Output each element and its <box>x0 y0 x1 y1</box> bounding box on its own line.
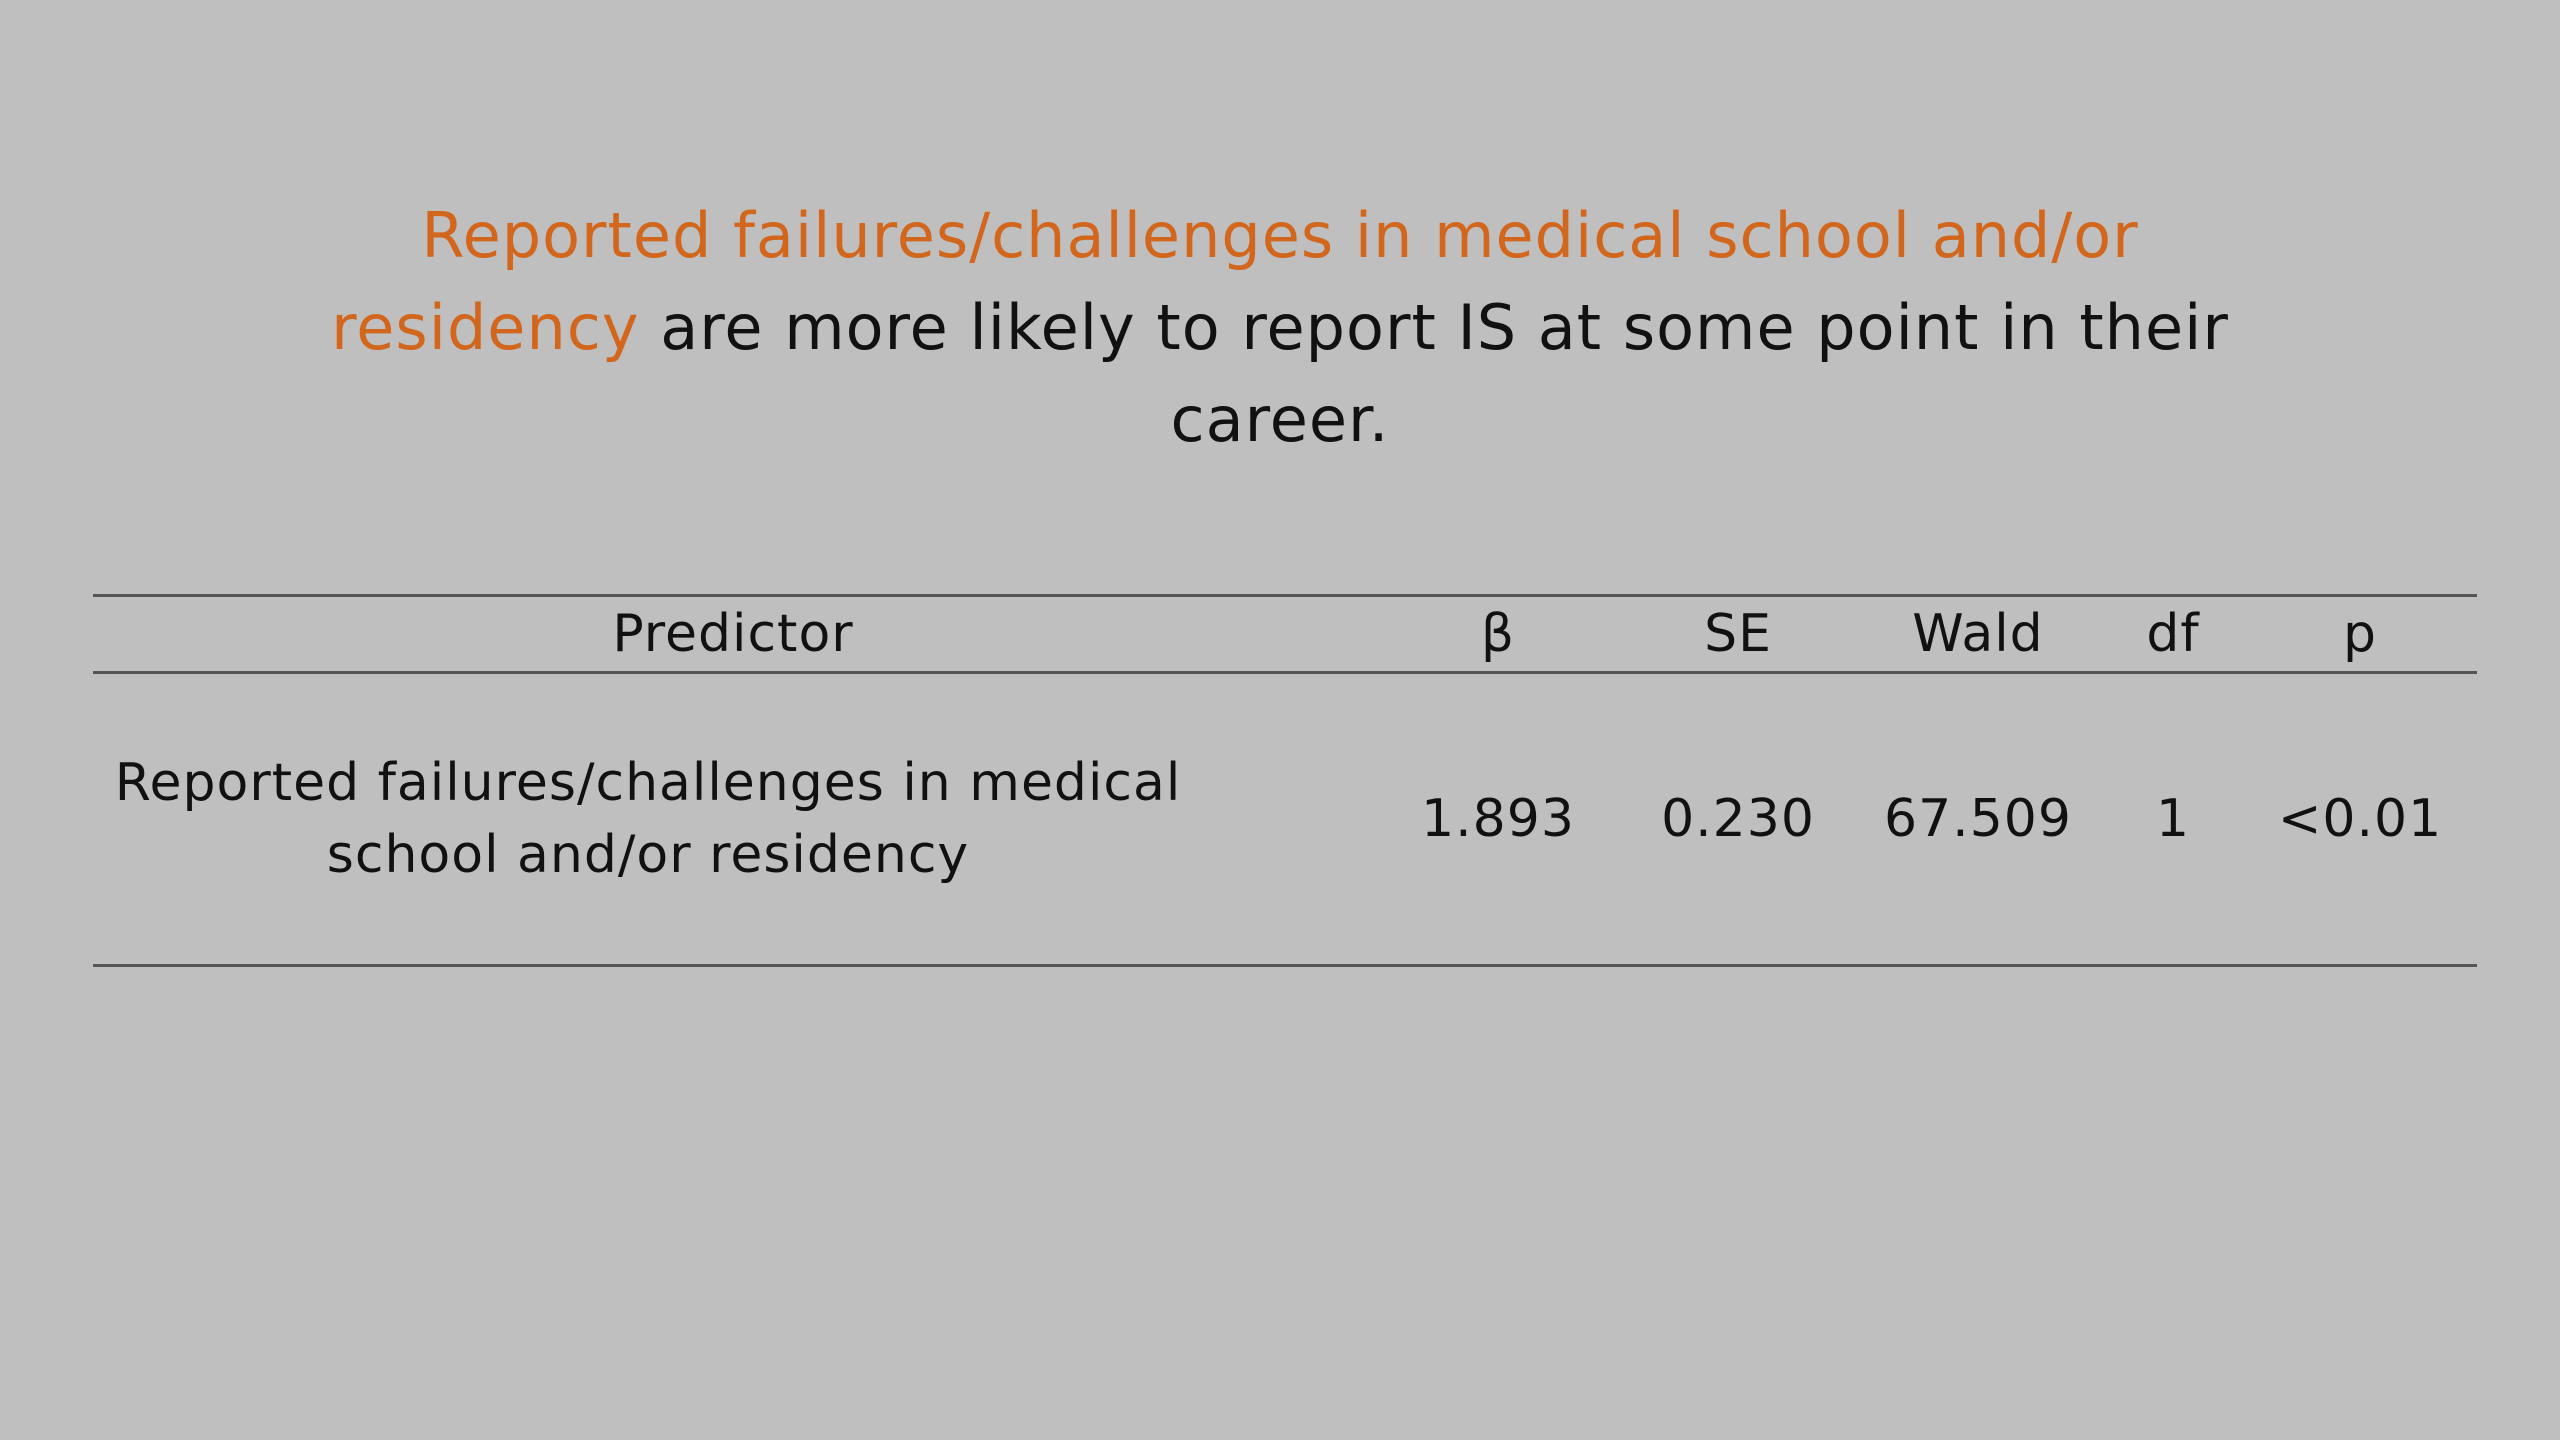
cell-beta: 1.893 <box>1373 672 1623 967</box>
header-df: df <box>2103 594 2243 674</box>
header-beta: β <box>1373 594 1623 674</box>
cell-predictor: Reported failures/challenges in medical … <box>93 672 1373 967</box>
cell-p: <0.01 <box>2243 672 2477 967</box>
header-wald: Wald <box>1853 594 2103 674</box>
header-se: SE <box>1623 594 1853 674</box>
cell-se: 0.230 <box>1623 672 1853 967</box>
table-header-row: Predictor β SE Wald df p <box>93 594 2477 674</box>
cell-wald: 67.509 <box>1853 672 2103 967</box>
header-p: p <box>2243 594 2477 674</box>
regression-table: Predictor β SE Wald df p Reported failur… <box>93 594 2477 967</box>
cell-df: 1 <box>2103 672 2243 967</box>
slide-headline: Reported failures/challenges in medical … <box>280 190 2280 466</box>
header-predictor: Predictor <box>93 594 1373 674</box>
headline-rest: are more likely to report IS at some poi… <box>639 291 2229 456</box>
headline-highlight: Reported failures/challenges in medical … <box>331 199 2139 364</box>
table-row: Reported failures/challenges in medical … <box>93 672 2477 967</box>
